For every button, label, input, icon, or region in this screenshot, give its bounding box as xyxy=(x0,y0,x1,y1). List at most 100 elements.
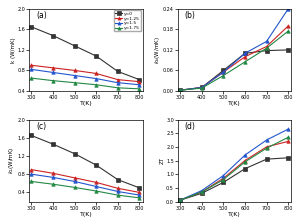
y=1.5 xyxy=(265,40,268,43)
y=1.75 xyxy=(73,81,76,84)
y=0 xyxy=(286,156,290,159)
y=1.25 xyxy=(243,159,247,162)
y=1.75 xyxy=(286,136,290,139)
Line: y=1.5: y=1.5 xyxy=(30,172,141,197)
Line: y=1.75: y=1.75 xyxy=(178,29,290,92)
y=1.75 xyxy=(265,47,268,50)
y=1.5 xyxy=(138,194,141,196)
y=0 xyxy=(265,49,268,52)
y=0 xyxy=(51,34,55,37)
y=1.25 xyxy=(222,71,225,73)
Line: y=1.25: y=1.25 xyxy=(178,24,290,92)
y=1.25 xyxy=(51,172,55,175)
y=1.25 xyxy=(30,64,33,67)
Line: y=1.75: y=1.75 xyxy=(30,76,141,90)
Y-axis label: $k_b$(W/mK): $k_b$(W/mK) xyxy=(153,36,162,64)
y=0 xyxy=(178,89,182,92)
y=1.5 xyxy=(178,89,182,92)
y=1.5 xyxy=(73,74,76,77)
y=1.25 xyxy=(116,187,120,190)
y=0 xyxy=(73,152,76,155)
X-axis label: T(K): T(K) xyxy=(80,101,92,106)
y=1.5 xyxy=(200,86,204,89)
Text: (d): (d) xyxy=(185,122,196,131)
y=1.25 xyxy=(73,177,76,179)
Text: (a): (a) xyxy=(36,11,47,20)
y=0 xyxy=(222,181,225,184)
y=0 xyxy=(138,187,141,189)
y=1.5 xyxy=(243,52,247,55)
y=1.75 xyxy=(94,83,98,86)
y=1.25 xyxy=(286,140,290,143)
Legend: y=0, y=1.25, y=1.5, y=1.75: y=0, y=1.25, y=1.5, y=1.75 xyxy=(114,10,141,31)
y=1.75 xyxy=(138,88,141,90)
y=1.5 xyxy=(286,128,290,130)
y=1.25 xyxy=(94,181,98,184)
y=1.75 xyxy=(222,74,225,77)
y=1.5 xyxy=(51,71,55,74)
y=1.25 xyxy=(286,25,290,27)
Line: y=1.25: y=1.25 xyxy=(30,64,141,83)
y=1.5 xyxy=(116,81,120,84)
y=0 xyxy=(200,86,204,89)
Text: (c): (c) xyxy=(36,122,46,131)
y=1.75 xyxy=(178,89,182,92)
y=1.75 xyxy=(73,186,76,189)
Line: y=0: y=0 xyxy=(178,48,290,92)
y=1.75 xyxy=(243,60,247,63)
y=1.25 xyxy=(178,89,182,92)
y=1.75 xyxy=(286,30,290,32)
y=1.75 xyxy=(30,180,33,183)
y=1.5 xyxy=(178,199,182,201)
Line: y=0: y=0 xyxy=(178,156,290,202)
y=1.5 xyxy=(286,8,290,10)
Line: y=1.25: y=1.25 xyxy=(30,168,141,194)
y=0 xyxy=(200,192,204,195)
Line: y=1.25: y=1.25 xyxy=(178,140,290,202)
y=0 xyxy=(243,167,247,170)
y=1.25 xyxy=(138,191,141,194)
y=1.75 xyxy=(200,87,204,90)
X-axis label: T(K): T(K) xyxy=(228,212,241,217)
y=0 xyxy=(243,52,247,55)
y=0 xyxy=(73,45,76,47)
y=1.5 xyxy=(138,83,141,86)
Y-axis label: k (W/mK): k (W/mK) xyxy=(11,37,16,63)
y=1.25 xyxy=(73,69,76,72)
y=1.5 xyxy=(30,68,33,71)
y=1.25 xyxy=(265,146,268,148)
y=1.75 xyxy=(222,178,225,181)
y=1.25 xyxy=(94,72,98,75)
y=1.5 xyxy=(116,190,120,193)
y=1.5 xyxy=(222,71,225,73)
Line: y=0: y=0 xyxy=(30,25,141,81)
Line: y=1.5: y=1.5 xyxy=(178,127,290,202)
y=0 xyxy=(138,78,141,81)
y=1.5 xyxy=(73,180,76,183)
y=1.25 xyxy=(200,191,204,193)
Text: (b): (b) xyxy=(185,11,196,20)
y=0 xyxy=(30,26,33,28)
y=1.5 xyxy=(51,176,55,179)
Y-axis label: ZT: ZT xyxy=(160,157,165,164)
y=1.5 xyxy=(265,139,268,141)
y=0 xyxy=(94,164,98,166)
y=1.25 xyxy=(138,80,141,83)
y=0 xyxy=(286,49,290,51)
y=1.75 xyxy=(51,79,55,82)
y=0 xyxy=(222,69,225,72)
y=0 xyxy=(51,143,55,145)
y=0 xyxy=(116,178,120,181)
y=0 xyxy=(265,158,268,161)
y=1.75 xyxy=(178,199,182,201)
Line: y=1.75: y=1.75 xyxy=(30,180,141,200)
y=0 xyxy=(178,199,182,201)
y=1.25 xyxy=(265,45,268,48)
y=1.75 xyxy=(200,191,204,193)
y=1.25 xyxy=(222,177,225,180)
y=1.25 xyxy=(30,168,33,171)
y=1.25 xyxy=(116,78,120,81)
Line: y=0: y=0 xyxy=(30,134,141,190)
y=0 xyxy=(116,70,120,73)
y=0 xyxy=(30,134,33,137)
